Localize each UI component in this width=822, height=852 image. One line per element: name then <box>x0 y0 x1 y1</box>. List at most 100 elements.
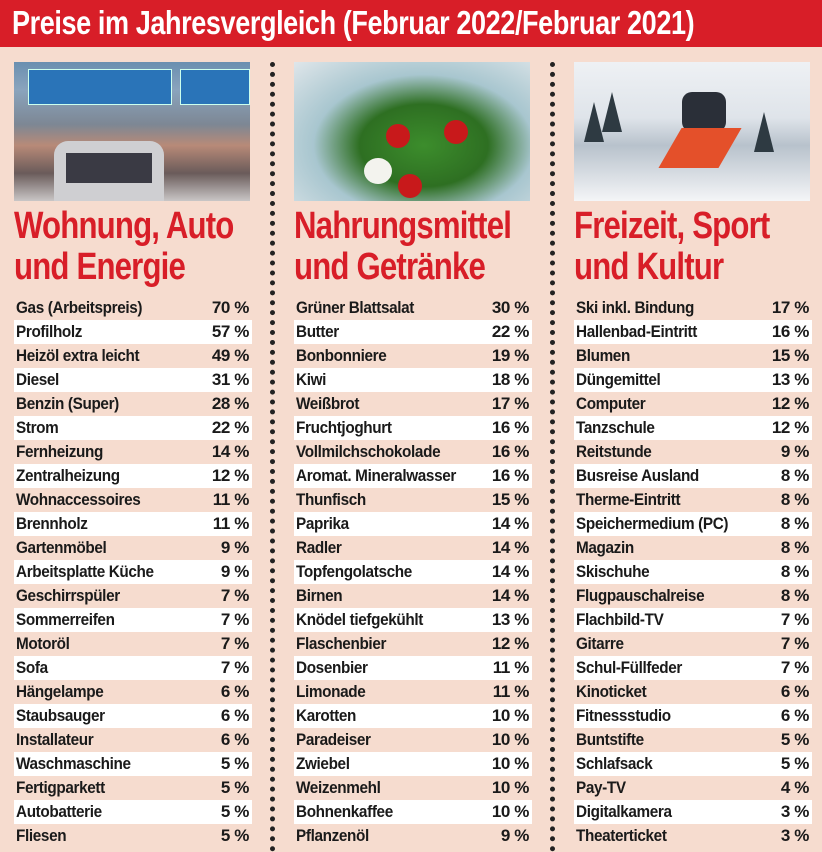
table-row: Ski inkl. Bindung 17 % <box>574 296 812 320</box>
heading-line-2: und Kultur <box>574 246 724 288</box>
item-percent-change: 5 % <box>220 754 249 773</box>
item-name: Thunfisch <box>296 490 366 509</box>
table-row: Limonade 11 % <box>294 680 532 704</box>
table-row: Gas (Arbeitspreis) 70 % <box>14 296 252 320</box>
item-name: Ski inkl. Bindung <box>576 298 694 317</box>
table-row: Knödel tiefgekühlt 13 % <box>294 608 532 632</box>
item-name: Knödel tiefgekühlt <box>296 610 423 629</box>
item-name: Installateur <box>16 730 94 749</box>
item-percent-change: 14 % <box>491 538 530 557</box>
item-name: Tanzschule <box>576 418 655 437</box>
item-percent-change: 6 % <box>220 730 249 749</box>
item-percent-change: 7 % <box>220 658 249 677</box>
dotted-divider <box>550 62 555 852</box>
item-name: Autobatterie <box>16 802 102 821</box>
item-name: Arbeitsplatte Küche <box>16 562 154 581</box>
column-leisure-sport-culture: Freizeit, Sport und Kultur Ski inkl. Bin… <box>574 62 812 848</box>
item-name: Vollmilchschokolade <box>296 442 441 461</box>
table-row: Topfengolatsche 14 % <box>294 560 532 584</box>
item-percent-change: 9 % <box>500 826 529 845</box>
table-row: Theaterticket 3 % <box>574 824 812 848</box>
item-percent-change: 8 % <box>780 466 809 485</box>
table-row: Staubsauger 6 % <box>14 704 252 728</box>
item-percent-change: 7 % <box>220 634 249 653</box>
category-heading: Nahrungsmittel und Getränke <box>294 206 512 292</box>
table-row: Weizenmehl 10 % <box>294 776 532 800</box>
item-name: Hängelampe <box>16 682 104 701</box>
table-row: Profilholz 57 % <box>14 320 252 344</box>
item-percent-change: 5 % <box>220 778 249 797</box>
heading-line-2: und Getränke <box>294 246 486 288</box>
item-percent-change: 3 % <box>780 802 809 821</box>
table-row: Schlafsack 5 % <box>574 752 812 776</box>
item-name: Fertigparkett <box>16 778 105 797</box>
heading-line-1: Wohnung, Auto <box>14 205 234 247</box>
table-row: Benzin (Super) 28 % <box>14 392 252 416</box>
item-name: Radler <box>296 538 342 557</box>
item-percent-change: 4 % <box>780 778 809 797</box>
item-percent-change: 14 % <box>491 586 530 605</box>
table-row: Bonbonniere 19 % <box>294 344 532 368</box>
table-row: Sofa 7 % <box>14 656 252 680</box>
item-percent-change: 3 % <box>780 826 809 845</box>
item-percent-change: 7 % <box>780 634 809 653</box>
item-percent-change: 28 % <box>211 394 250 413</box>
table-row: Autobatterie 5 % <box>14 800 252 824</box>
table-row: Fitnessstudio 6 % <box>574 704 812 728</box>
table-row: Düngemittel 13 % <box>574 368 812 392</box>
item-percent-change: 10 % <box>491 706 530 725</box>
item-percent-change: 17 % <box>491 394 530 413</box>
item-name: Fernheizung <box>16 442 103 461</box>
item-percent-change: 9 % <box>220 538 249 557</box>
item-name: Flaschenbier <box>296 634 387 653</box>
item-name: Computer <box>576 394 646 413</box>
table-row: Strom 22 % <box>14 416 252 440</box>
item-name: Geschirrspüler <box>16 586 120 605</box>
item-name: Gitarre <box>576 634 624 653</box>
item-percent-change: 8 % <box>780 562 809 581</box>
item-percent-change: 9 % <box>220 562 249 581</box>
item-name: Hallenbad-Eintritt <box>576 322 698 341</box>
table-row: Schul-Füllfeder 7 % <box>574 656 812 680</box>
item-name: Kinoticket <box>576 682 647 701</box>
item-name: Motoröl <box>16 634 70 653</box>
column-housing-car-energy: Wohnung, Auto und Energie Gas (Arbeitspr… <box>14 62 252 848</box>
item-percent-change: 6 % <box>780 682 809 701</box>
table-row: Tanzschule 12 % <box>574 416 812 440</box>
skier-photo <box>574 62 810 201</box>
item-percent-change: 12 % <box>211 466 250 485</box>
item-percent-change: 7 % <box>780 610 809 629</box>
item-name: Diesel <box>16 370 59 389</box>
table-row: Flaschenbier 12 % <box>294 632 532 656</box>
item-percent-change: 18 % <box>491 370 530 389</box>
table-row: Therme-Eintritt 8 % <box>574 488 812 512</box>
item-percent-change: 22 % <box>491 322 530 341</box>
table-row: Fliesen 5 % <box>14 824 252 848</box>
table-row: Gitarre 7 % <box>574 632 812 656</box>
table-row: Sommerreifen 7 % <box>14 608 252 632</box>
item-percent-change: 14 % <box>491 514 530 533</box>
item-percent-change: 13 % <box>491 610 530 629</box>
table-row: Wohnaccessoires 11 % <box>14 488 252 512</box>
item-name: Profilholz <box>16 322 83 341</box>
item-percent-change: 12 % <box>771 394 810 413</box>
table-row: Vollmilchschokolade 16 % <box>294 440 532 464</box>
item-percent-change: 49 % <box>211 346 250 365</box>
item-name: Grüner Blattsalat <box>296 298 415 317</box>
item-name: Sofa <box>16 658 48 677</box>
item-percent-change: 57 % <box>211 322 250 341</box>
item-name: Schlafsack <box>576 754 653 773</box>
item-name: Flachbild-TV <box>576 610 664 629</box>
table-row: Reitstunde 9 % <box>574 440 812 464</box>
table-row: Blumen 15 % <box>574 344 812 368</box>
item-name: Heizöl extra leicht <box>16 346 140 365</box>
item-percent-change: 30 % <box>491 298 530 317</box>
table-row: Fernheizung 14 % <box>14 440 252 464</box>
table-row: Pay-TV 4 % <box>574 776 812 800</box>
table-row: Radler 14 % <box>294 536 532 560</box>
item-name: Strom <box>16 418 59 437</box>
table-row: Hallenbad-Eintritt 16 % <box>574 320 812 344</box>
item-percent-change: 16 % <box>491 418 530 437</box>
table-row: Bohnenkaffee 10 % <box>294 800 532 824</box>
item-name: Kiwi <box>296 370 327 389</box>
